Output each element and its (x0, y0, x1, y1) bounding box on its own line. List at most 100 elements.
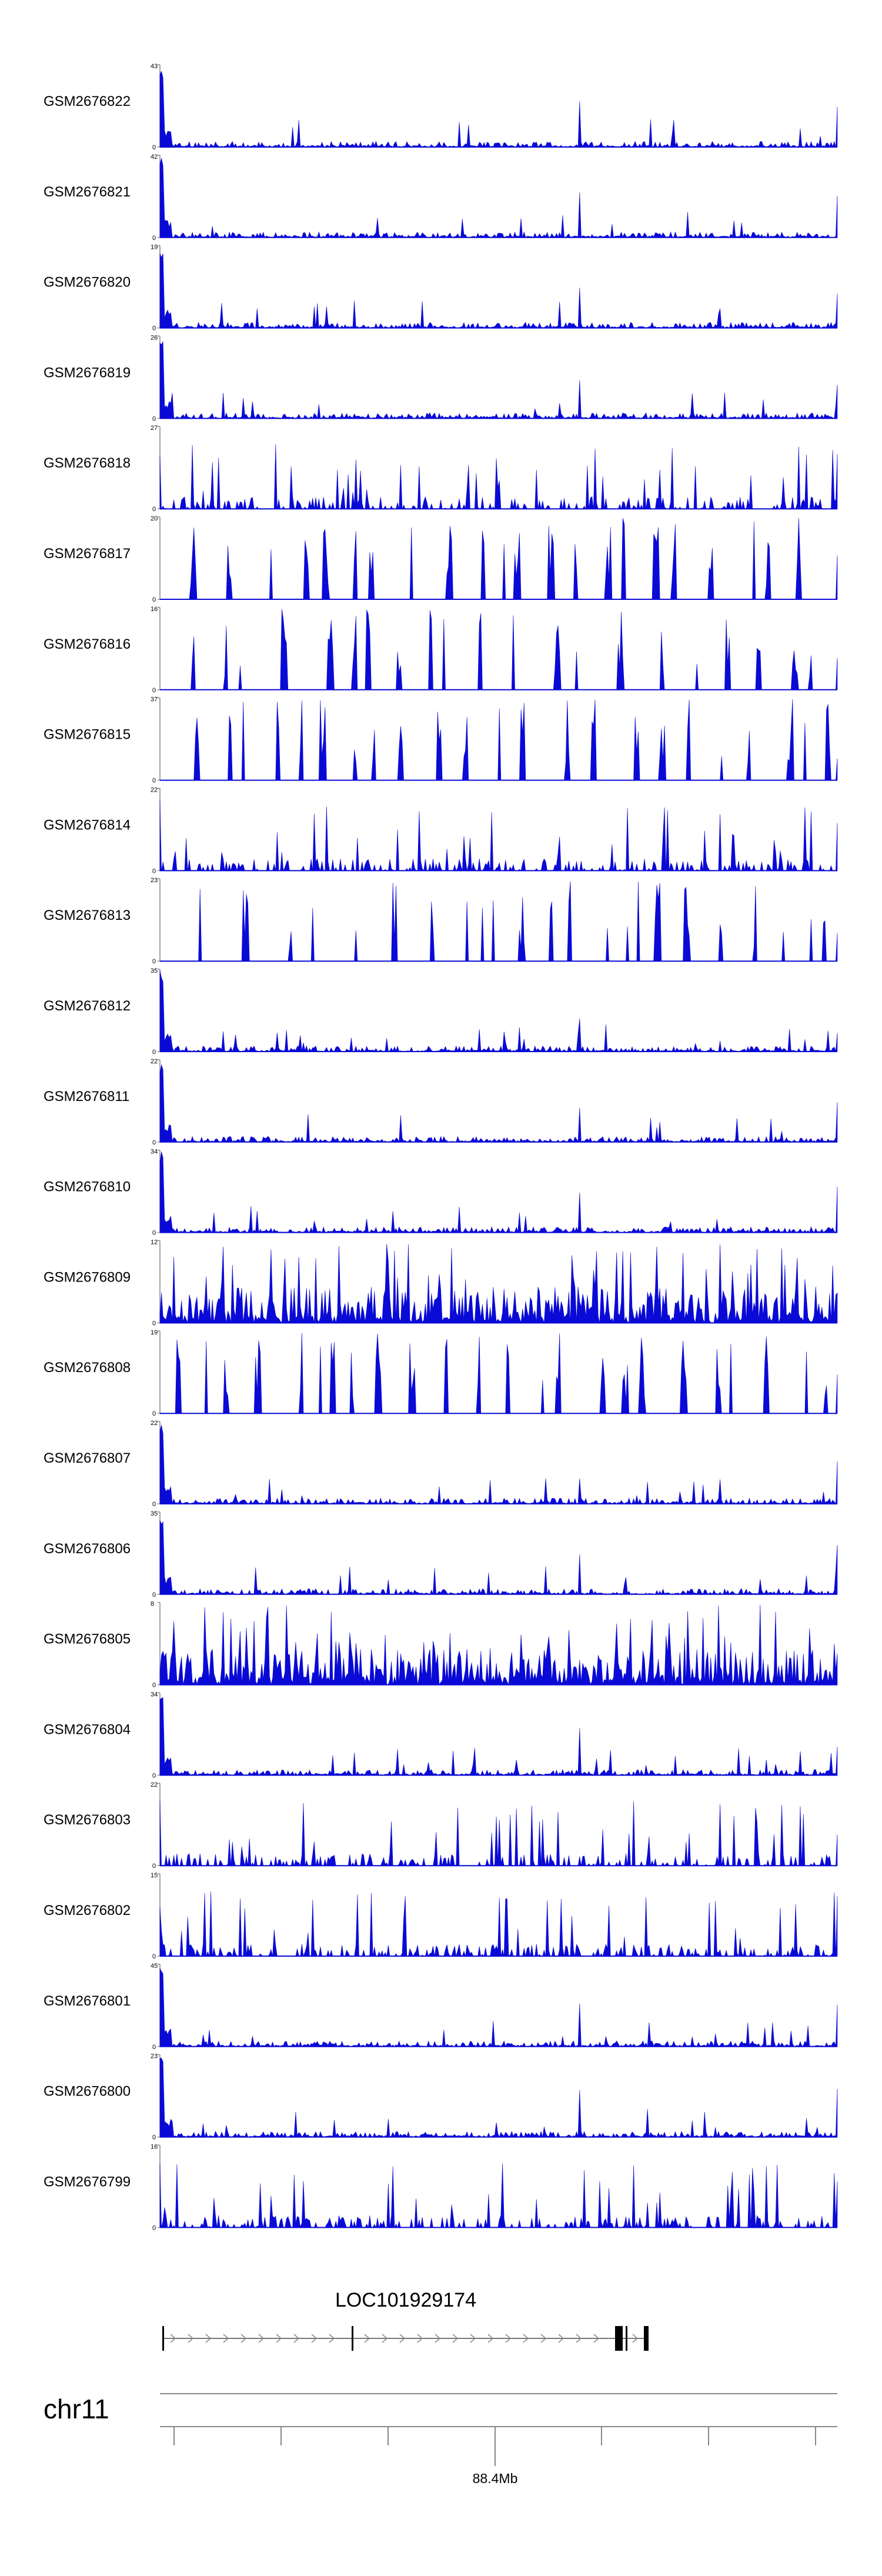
track-label: GSM2676816 (44, 636, 131, 652)
track-GSM2676807: GSM2676807 22 0 (44, 1420, 838, 1508)
track-ymax-label: 45 (151, 1963, 158, 1970)
track-ymax-label: 22 (151, 1781, 158, 1788)
coverage-area (160, 1333, 838, 1414)
track-GSM2676814: GSM2676814 22 0 (44, 786, 838, 875)
track-ymin-label: 0 (152, 1320, 156, 1327)
track-ymin-label: 0 (152, 1049, 156, 1056)
strand-chevron (435, 2334, 441, 2343)
strand-chevron (205, 2334, 212, 2343)
coverage-area (159, 253, 838, 329)
track-GSM2676806: GSM2676806 35 0 (44, 1510, 838, 1599)
track-label: GSM2676804 (44, 1721, 131, 1737)
strand-chevron (311, 2334, 318, 2343)
track-GSM2676810: GSM2676810 34 0 (44, 1149, 838, 1237)
track-label: GSM2676799 (44, 2174, 131, 2190)
track-ymin-label: 0 (152, 778, 156, 785)
track-ymax-label: 19 (151, 244, 158, 251)
strand-chevron (329, 2334, 335, 2343)
gene-name-label: LOC101929174 (335, 2289, 476, 2311)
strand-chevron (399, 2334, 406, 2343)
track-label: GSM2676801 (44, 1993, 131, 2009)
strand-chevron (487, 2334, 494, 2343)
strand-chevron (382, 2334, 388, 2343)
strand-chevron (276, 2334, 282, 2343)
track-GSM2676818: GSM2676818 27 0 (44, 425, 838, 513)
track-GSM2676815: GSM2676815 37 0 (44, 696, 838, 785)
track-ymin-label: 0 (152, 1410, 156, 1417)
track-ymin-label: 0 (152, 144, 156, 151)
track-ymax-label: 26 (151, 334, 158, 341)
track-GSM2676805: GSM2676805 8 0 (44, 1601, 838, 1689)
track-GSM2676808: GSM2676808 19 0 (44, 1329, 838, 1417)
strand-chevron (452, 2334, 459, 2343)
coverage-area (159, 71, 838, 148)
strand-chevron (240, 2334, 247, 2343)
track-label: GSM2676821 (44, 184, 131, 200)
track-ymax-label: 27 (151, 425, 158, 432)
strand-chevron (576, 2334, 582, 2343)
strand-chevron (505, 2334, 512, 2343)
gene-tss-mark (162, 2326, 164, 2351)
chromosome-label: chr11 (44, 2394, 109, 2424)
track-label: GSM2676819 (44, 365, 131, 381)
coverage-area (159, 1800, 838, 1867)
track-ymax-label: 19 (151, 1329, 158, 1336)
track-ymin-label: 0 (152, 1863, 156, 1870)
strand-chevron (293, 2334, 300, 2343)
track-ymax-label: 16 (151, 2143, 158, 2150)
gene-end-exon (644, 2326, 649, 2351)
track-ymax-label: 22 (151, 1058, 158, 1065)
track-ymin-label: 0 (152, 2134, 156, 2141)
track-ymin-label: 0 (152, 1591, 156, 1599)
coverage-area (160, 518, 838, 600)
coverage-area (159, 341, 838, 419)
coverage-area (159, 1243, 838, 1323)
track-ymin-label: 0 (152, 958, 156, 965)
track-GSM2676799: GSM2676799 16 0 (44, 2143, 838, 2231)
track-ymax-label: 34 (151, 1691, 158, 1698)
track-ymax-label: 23 (151, 877, 158, 884)
position-label: 88.4Mb (473, 2471, 518, 2486)
track-ymax-label: 43 (151, 63, 158, 70)
track-ymax-label: 22 (151, 1420, 158, 1427)
coverage-area (159, 1064, 838, 1143)
track-ymin-label: 0 (152, 2044, 156, 2051)
track-label: GSM2676820 (44, 275, 131, 291)
track-label: GSM2676813 (44, 907, 131, 923)
track-GSM2676820: GSM2676820 19 0 (44, 244, 838, 332)
strand-chevron (523, 2334, 529, 2343)
track-label: GSM2676815 (44, 727, 131, 743)
track-label: GSM2676803 (44, 1812, 131, 1828)
strand-chevron (364, 2334, 370, 2343)
strand-chevron (170, 2334, 176, 2343)
coverage-area (159, 1968, 838, 2047)
track-ymin-label: 0 (152, 687, 156, 694)
strand-arrows (170, 2334, 639, 2343)
track-ymax-label: 42 (151, 154, 158, 161)
gene-track: LOC101929174 (162, 2289, 649, 2351)
track-GSM2676803: GSM2676803 22 0 (44, 1781, 838, 1870)
track-GSM2676821: GSM2676821 42 0 (44, 154, 838, 242)
track-label: GSM2676817 (44, 546, 131, 562)
track-ymin-label: 0 (152, 415, 156, 422)
coverage-area (159, 800, 838, 872)
track-GSM2676819: GSM2676819 26 0 (44, 334, 838, 422)
strand-chevron (593, 2334, 600, 2343)
track-GSM2676816: GSM2676816 16 0 (44, 606, 838, 694)
strand-chevron (540, 2334, 547, 2343)
track-GSM2676812: GSM2676812 35 0 (44, 967, 838, 1056)
track-label: GSM2676822 (44, 94, 131, 109)
track-label: GSM2676814 (44, 817, 131, 833)
coverage-area (159, 1891, 838, 1957)
track-label: GSM2676809 (44, 1269, 131, 1285)
track-ymin-label: 0 (152, 1953, 156, 1960)
track-GSM2676809: GSM2676809 12 0 (44, 1239, 838, 1327)
track-GSM2676801: GSM2676801 45 0 (44, 1963, 838, 2051)
strand-chevron (417, 2334, 423, 2343)
track-ymax-label: 35 (151, 1510, 158, 1517)
track-ymin-label: 0 (152, 1139, 156, 1146)
track-GSM2676804: GSM2676804 34 0 (44, 1691, 838, 1779)
ruler-ticks (173, 2427, 816, 2445)
track-ymin-label: 0 (152, 1501, 156, 1508)
strand-chevron (470, 2334, 476, 2343)
